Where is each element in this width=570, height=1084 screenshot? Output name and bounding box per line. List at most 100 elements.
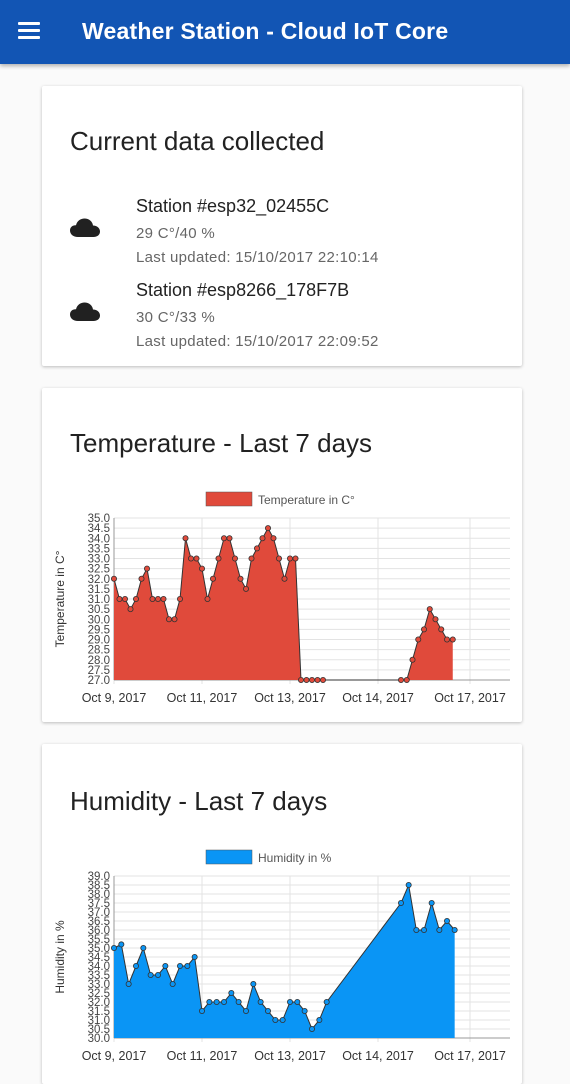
temperature-chart: Temperature in C° 27.027.528.028.529.029.… (53, 491, 510, 705)
y-tick-label: 28.0 (88, 655, 110, 667)
y-tick-label: 38.0 (88, 889, 110, 901)
y-tick-label: 36.5 (88, 916, 110, 928)
data-point (176, 596, 183, 603)
data-point (228, 989, 235, 996)
data-point (415, 636, 422, 643)
data-point (235, 998, 242, 1005)
data-point (220, 535, 227, 542)
y-tick-label: 38.5 (88, 880, 110, 892)
data-point (264, 525, 271, 532)
y-tick-label: 33.5 (88, 970, 110, 982)
data-point (215, 555, 222, 562)
data-point (242, 585, 249, 592)
data-point (226, 535, 233, 542)
x-tick-label: Oct 13, 2017 (254, 691, 326, 705)
data-point (138, 575, 145, 582)
data-point (397, 676, 404, 683)
data-point (122, 596, 129, 603)
data-point (116, 596, 123, 603)
data-point (426, 606, 433, 613)
chart-legend: Humidity in % (205, 849, 332, 865)
station-item: Station #esp8266_178F7B 30 C°/33 % Last … (70, 280, 510, 360)
y-tick-label: 32.5 (88, 988, 110, 1000)
legend-swatch (205, 491, 253, 507)
app-title: Weather Station - Cloud IoT Core (82, 18, 449, 44)
series-area (114, 885, 455, 1038)
data-point (127, 606, 134, 613)
y-tick-label: 36.0 (88, 925, 110, 937)
y-tick-label: 30.0 (88, 1033, 110, 1045)
data-point (272, 1016, 279, 1023)
x-tick-label: Oct 11, 2017 (167, 691, 238, 705)
station-reading: 29 C°/40 % (136, 225, 216, 242)
data-point (308, 676, 315, 683)
y-tick-label: 37.5 (88, 898, 110, 910)
data-point (432, 616, 439, 623)
data-point (294, 998, 301, 1005)
app-bar: Weather Station - Cloud IoT Core (0, 0, 570, 64)
data-point (253, 545, 260, 552)
data-point (420, 626, 427, 633)
y-tick-label: 35.0 (88, 513, 110, 525)
data-point (279, 1016, 286, 1023)
data-point (409, 656, 416, 663)
y-axis-label: Humidity in % (53, 920, 67, 994)
data-point (301, 1007, 308, 1014)
station-updated: Last updated: 15/10/2017 22:09:52 (136, 333, 379, 350)
legend-swatch (205, 849, 253, 865)
data-point (111, 575, 118, 582)
x-tick-label: Oct 9, 2017 (82, 691, 147, 705)
data-point (111, 945, 118, 952)
y-tick-label: 30.5 (88, 1024, 110, 1036)
data-point (443, 636, 450, 643)
y-tick-label: 31.0 (88, 594, 110, 606)
data-point (248, 555, 255, 562)
x-tick-label: Oct 14, 2017 (342, 1049, 414, 1063)
station-name: Station #esp8266_178F7B (136, 280, 350, 300)
x-tick-label: Oct 14, 2017 (342, 691, 414, 705)
y-tick-label: 39.0 (88, 871, 110, 883)
humidity-card: Humidity - Last 7 days Humidity in % 30.0… (42, 744, 522, 1084)
data-point (133, 596, 140, 603)
data-point (270, 535, 277, 542)
station-updated: Last updated: 15/10/2017 22:10:14 (136, 249, 379, 266)
y-tick-label: 29.0 (88, 635, 110, 647)
x-tick-label: Oct 17, 2017 (434, 691, 506, 705)
humidity-chart: Humidity in %30.030.531.031.532.032.533.… (53, 849, 510, 1063)
chart-legend: Temperature in C° (205, 491, 355, 507)
data-point (204, 596, 211, 603)
series-area (114, 528, 453, 680)
data-point (242, 1007, 249, 1014)
data-point (420, 927, 427, 934)
data-point (397, 900, 404, 907)
y-tick-label: 30.0 (88, 614, 110, 626)
y-tick-label: 27.0 (88, 675, 110, 687)
data-point (198, 1007, 205, 1014)
data-point (118, 941, 125, 948)
y-tick-label: 27.5 (88, 665, 110, 677)
y-tick-label: 34.0 (88, 961, 110, 973)
data-point (166, 616, 173, 623)
data-point (281, 575, 288, 582)
data-point (220, 998, 227, 1005)
data-point (187, 555, 194, 562)
data-point (169, 980, 176, 987)
data-point (171, 616, 178, 623)
data-point (314, 676, 321, 683)
cloud-icon (70, 218, 100, 237)
temperature-title: Temperature - Last 7 days (70, 428, 373, 458)
humidity-title: Humidity - Last 7 days (70, 786, 328, 816)
station-reading: 30 C°/33 % (136, 309, 216, 326)
data-point (209, 575, 216, 582)
data-point (428, 900, 435, 907)
current-data-title: Current data collected (70, 126, 325, 156)
y-tick-label: 31.5 (88, 584, 110, 596)
data-point (449, 636, 456, 643)
y-tick-label: 32.5 (88, 564, 110, 576)
y-tick-label: 35.0 (88, 943, 110, 955)
data-point (176, 963, 183, 970)
data-point (160, 596, 167, 603)
y-tick-label: 30.5 (88, 604, 110, 616)
data-point (286, 998, 293, 1005)
menu-icon[interactable] (18, 22, 40, 40)
